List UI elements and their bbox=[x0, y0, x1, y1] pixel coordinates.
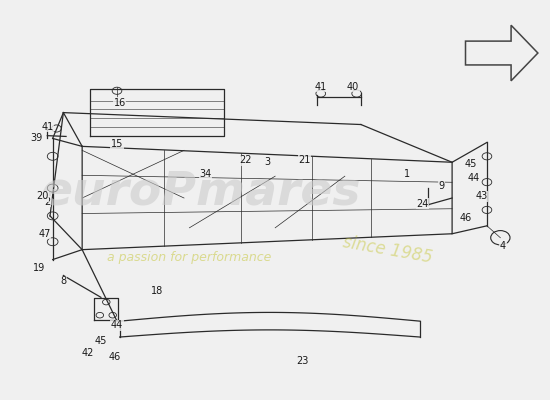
Text: a passion for performance: a passion for performance bbox=[107, 251, 272, 264]
Text: euroPmares: euroPmares bbox=[40, 170, 360, 214]
Text: since 1985: since 1985 bbox=[342, 233, 434, 266]
Text: 8: 8 bbox=[60, 276, 67, 286]
Text: 46: 46 bbox=[108, 352, 120, 362]
Text: 9: 9 bbox=[438, 181, 444, 191]
Text: 21: 21 bbox=[299, 155, 311, 165]
Text: 20: 20 bbox=[36, 191, 48, 201]
Text: 44: 44 bbox=[468, 173, 480, 183]
Text: 4: 4 bbox=[500, 241, 506, 251]
Text: 39: 39 bbox=[30, 134, 43, 144]
Text: 47: 47 bbox=[39, 229, 51, 239]
Text: 42: 42 bbox=[81, 348, 94, 358]
Text: 46: 46 bbox=[459, 213, 472, 223]
Text: 23: 23 bbox=[296, 356, 308, 366]
Text: 34: 34 bbox=[199, 169, 212, 179]
Text: 24: 24 bbox=[416, 199, 429, 209]
Text: 40: 40 bbox=[347, 82, 359, 92]
Text: 19: 19 bbox=[33, 262, 46, 272]
Text: 41: 41 bbox=[41, 122, 53, 132]
Text: 3: 3 bbox=[264, 157, 270, 167]
Text: 16: 16 bbox=[113, 98, 126, 108]
Text: 22: 22 bbox=[239, 155, 252, 165]
Text: 43: 43 bbox=[475, 191, 488, 201]
Text: 44: 44 bbox=[111, 320, 123, 330]
Text: 1: 1 bbox=[404, 169, 410, 179]
Text: 41: 41 bbox=[315, 82, 327, 92]
Text: 18: 18 bbox=[151, 286, 163, 296]
Text: 45: 45 bbox=[95, 336, 107, 346]
Text: 15: 15 bbox=[111, 139, 123, 149]
Text: 45: 45 bbox=[465, 159, 477, 169]
Text: 2: 2 bbox=[44, 197, 51, 207]
